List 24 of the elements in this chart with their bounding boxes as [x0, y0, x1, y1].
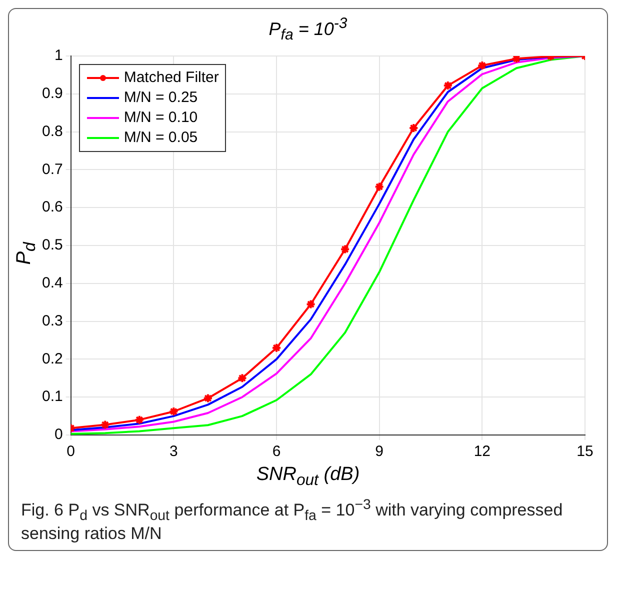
legend-label: Matched Filter [124, 68, 219, 88]
legend-label: M/N = 0.25 [124, 88, 198, 108]
y-tick-label: 0.1 [42, 388, 63, 405]
y-tick-label: 0.9 [42, 84, 63, 102]
y-tick-label: 0.4 [42, 274, 63, 292]
x-tick-label: 3 [170, 442, 178, 460]
x-tick-label: 9 [375, 442, 384, 460]
y-tick-label: 0.5 [42, 236, 63, 254]
chart-title: P$_{fa}$ = 10$^{-3}$ [268, 15, 348, 44]
y-tick-label: 0.6 [42, 198, 63, 216]
x-tick-label: 15 [576, 442, 594, 460]
y-tick-label: 0.8 [42, 122, 63, 140]
y-tick-label: 1 [54, 46, 63, 64]
x-tick-label: 0 [66, 442, 76, 460]
y-tick-label: 0 [54, 426, 63, 443]
x-tick-label: 12 [474, 442, 491, 460]
x-axis-title: SNR$_{out}$ (dB) [255, 464, 361, 490]
legend-label: M/N = 0.05 [124, 128, 198, 148]
y-tick-label: 0.3 [42, 312, 63, 330]
y-tick-label: 0.7 [42, 160, 63, 178]
legend-label: M/N = 0.10 [124, 108, 198, 128]
x-tick-label: 6 [272, 442, 281, 460]
y-tick-label: 0.2 [42, 350, 63, 367]
text: Fig. 6 P$_{d}$ vs SNR$_{out}$ performance at P$_{fa}$ = 10$^{−3}$ with varying compressed sensing ratios M/N [21, 497, 563, 544]
